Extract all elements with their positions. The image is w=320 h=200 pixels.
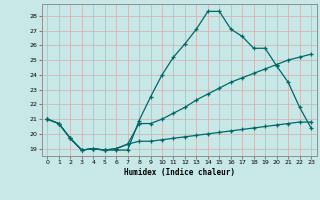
X-axis label: Humidex (Indice chaleur): Humidex (Indice chaleur)	[124, 168, 235, 177]
